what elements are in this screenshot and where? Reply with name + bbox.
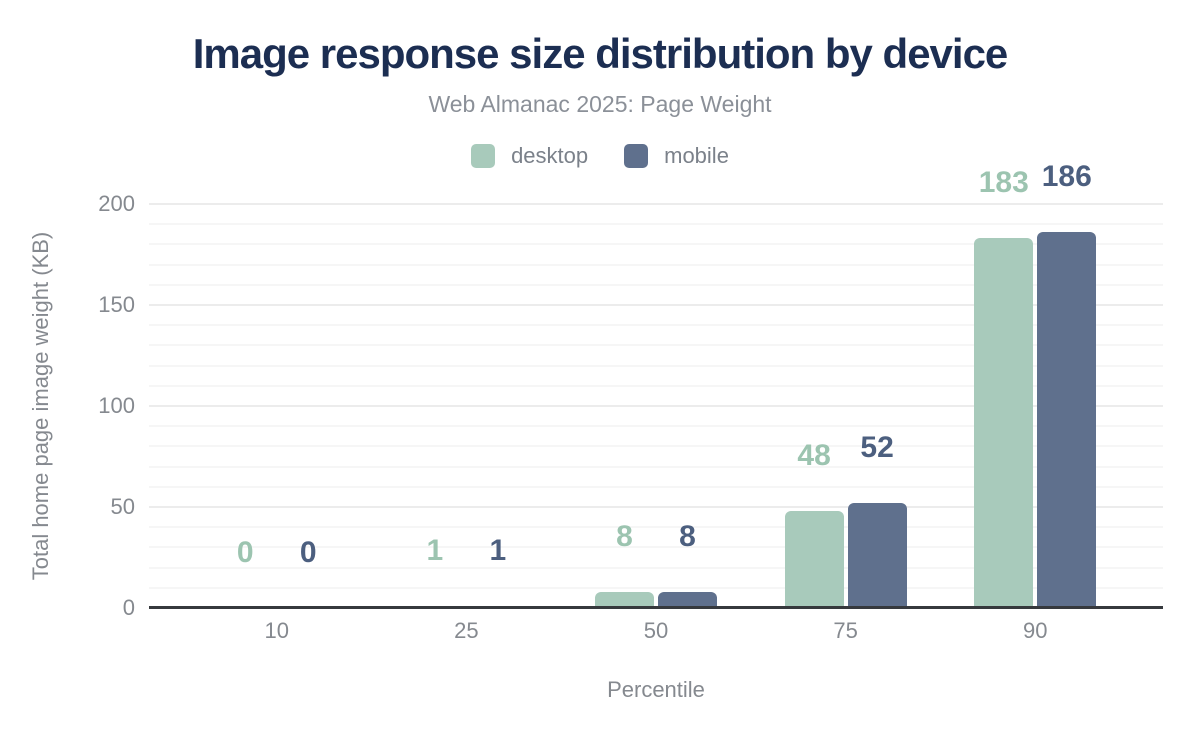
x-tick-label-25: 25 [454,618,479,643]
x-axis-line [149,606,1163,609]
gridline-minor [149,465,1163,468]
legend-swatch-mobile [624,144,649,169]
gridline-minor [149,425,1163,428]
gridline-minor [149,586,1163,589]
gridline-minor [149,344,1163,347]
x-tick-label-90: 90 [1022,618,1048,643]
gridline-minor [149,384,1163,387]
legend-item-desktop[interactable]: desktop [471,143,588,169]
gridline-major [149,405,1163,407]
y-tick-label-100: 100 [98,393,135,418]
value-label-mobile-p90: 186 [1041,160,1092,194]
gridline-major [149,203,1163,205]
bar-desktop-p90 [974,238,1034,608]
y-tick-label-150: 150 [98,292,135,317]
x-axis-title: Percentile [607,677,705,702]
gridline-minor [149,445,1163,448]
bar-mobile-p50 [658,591,717,608]
legend-label-mobile: mobile [664,143,729,169]
gridline-minor [149,223,1163,226]
legend-swatch-desktop [471,144,496,169]
bar-desktop-p75 [784,511,844,608]
gridline-minor [149,526,1163,529]
plot-area: 0 50 100 150 200 0 1 8 48 183 0 1 8 52 186 10 25 50 75 90 [98,160,1163,643]
gridline-minor [149,485,1163,488]
gridline-minor [149,283,1163,286]
gridline-minor [149,263,1163,266]
gridline-major [149,506,1163,508]
value-label-mobile-p50: 8 [679,519,696,553]
gridline-minor [149,243,1163,246]
value-label-desktop-p10: 0 [236,536,254,569]
bar-mobile-p90 [1037,232,1097,608]
bar-mobile-p75 [847,502,907,608]
gridline-minor [149,566,1163,569]
value-label-desktop-p75: 48 [797,439,831,473]
x-tick-label-10: 10 [264,618,289,643]
y-axis-title: Total home page image weight (KB) [28,231,53,581]
value-label-desktop-p90: 183 [978,166,1029,200]
chart-subtitle: Web Almanac 2025: Page Weight [428,91,772,118]
y-tick-label-50: 50 [110,494,135,519]
value-label-mobile-p10: 0 [299,536,317,569]
gridline-minor [149,364,1163,367]
x-tick-label-75: 75 [833,618,858,643]
x-tick-label-50: 50 [643,618,669,643]
value-label-desktop-p25: 1 [426,533,444,567]
gridline-minor [149,324,1163,327]
value-label-mobile-p25: 1 [489,533,507,567]
legend-label-desktop: desktop [511,143,589,169]
bar-desktop-p50 [595,591,654,608]
gridline-minor [149,546,1163,549]
legend: desktop mobile [0,143,1200,169]
y-tick-label-0: 0 [122,595,135,620]
legend-item-mobile[interactable]: mobile [624,143,729,169]
chart-title: Image response size distribution by devi… [192,30,1009,77]
value-label-desktop-p50: 8 [616,519,633,553]
value-label-mobile-p75: 52 [860,430,894,464]
y-tick-label-200: 200 [98,191,135,216]
gridline-major [149,304,1163,306]
